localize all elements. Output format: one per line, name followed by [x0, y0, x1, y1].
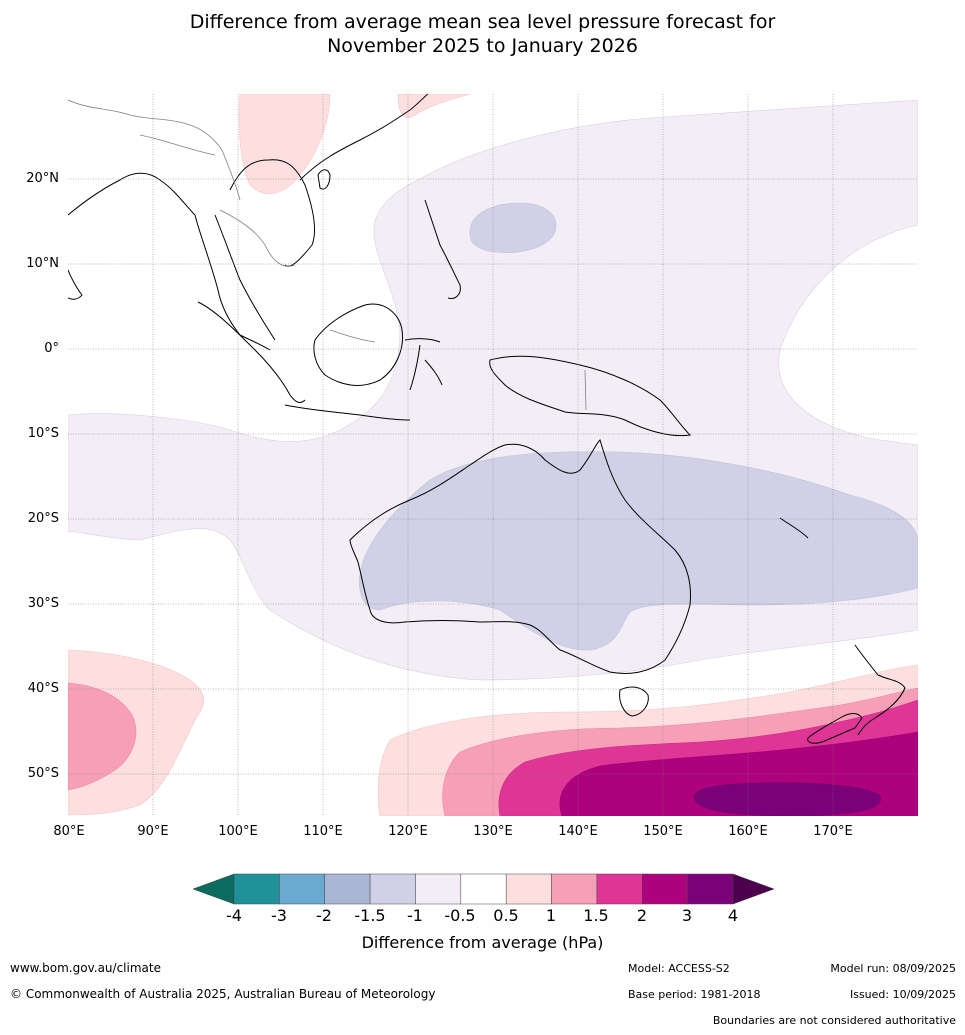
lon-label-90e: 90°E: [137, 824, 169, 839]
lon-label-170e: 170°E: [813, 824, 853, 839]
lat-label-20s: 20°S: [27, 511, 59, 526]
coastline-new-caledonia: [779, 517, 809, 539]
coastline-tasmania: [619, 686, 649, 717]
lat-label-50s: 50°S: [27, 766, 59, 781]
anomaly-region-plus-3-south: [693, 782, 881, 816]
footer-model-run: Model run: 08/09/2025: [830, 962, 956, 975]
coastline-java: [284, 404, 411, 421]
footer-model: Model: ACCESS-S2: [628, 962, 730, 975]
colorbar-tick-8: 1.5: [583, 906, 609, 925]
colorbar-tick-3: -1.5: [354, 906, 386, 925]
lat-label-40s: 40°S: [27, 681, 59, 696]
coastline-sulawesi: [404, 338, 443, 391]
chart-title: Difference from average mean sea level p…: [0, 10, 965, 58]
lat-label-30s: 30°S: [27, 596, 59, 611]
anomaly-region-plus-0-5-north-2: [397, 94, 471, 118]
lat-label-0: 0°: [44, 341, 59, 356]
colorbar-cell: [505, 873, 552, 905]
country-borders: [68, 99, 587, 411]
colorbar-cell: [551, 873, 598, 905]
colorbar-cell: [324, 873, 371, 905]
lon-label-120e: 120°E: [388, 824, 428, 839]
colorbar-cell: [279, 873, 325, 905]
footer-issued: Issued: 10/09/2025: [849, 988, 956, 1001]
colorbar-cell: [687, 873, 734, 905]
colorbar-tick-6: 0.5: [493, 906, 519, 925]
coastline-borneo: [313, 303, 404, 386]
coastline-new-guinea: [489, 355, 692, 437]
footer-website[interactable]: www.bom.gov.au/climate: [10, 961, 161, 975]
gridlines: [68, 94, 918, 816]
colorbar-cells: [233, 873, 734, 905]
anomaly-region-plus-1-west: [68, 682, 137, 791]
lon-label-140e: 140°E: [558, 824, 598, 839]
lat-label-10n: 10°N: [26, 256, 59, 271]
lon-label-150e: 150°E: [643, 824, 683, 839]
coastline-india: [68, 269, 83, 300]
colorbar-tick-7: 1: [545, 906, 557, 925]
anomaly-region-minus-1-north: [469, 202, 557, 253]
colorbar-tick-9: 2: [636, 906, 648, 925]
lon-label-110e: 110°E: [303, 824, 343, 839]
title-line-1: Difference from average mean sea level p…: [189, 11, 776, 33]
colorbar-tick-10: 3: [681, 906, 693, 925]
lon-label-130e: 130°E: [473, 824, 513, 839]
anomaly-region-minus-1-australia: [359, 451, 918, 651]
lat-label-10s: 10°S: [27, 426, 59, 441]
colorbar-cell: [415, 873, 462, 905]
map-plot-area: [68, 94, 918, 816]
footer-base-period: Base period: 1981-2018: [628, 988, 761, 1001]
colorbar-cell: [460, 873, 507, 905]
anomaly-region-plus-0-5-north: [239, 94, 331, 194]
colorbar-label: Difference from average (hPa): [361, 933, 604, 952]
coastline-australia: [349, 439, 691, 674]
coastline-sumatra: [197, 301, 306, 403]
coastline-philippines: [424, 199, 461, 299]
lat-label-20n: 20°N: [26, 171, 59, 186]
footer-disclaimer: Boundaries are not considered authoritat…: [712, 1014, 956, 1027]
border-lines: [68, 99, 587, 411]
colorbar-tick-1: -3: [271, 906, 287, 925]
coastline-new-zealand-north: [854, 644, 906, 736]
colorbar-extend-low: [192, 873, 235, 905]
colorbar-tick-11: 4: [727, 906, 739, 925]
colorbar-cell: [233, 873, 280, 905]
colorbar-extend-high: [732, 873, 775, 905]
colorbar-cell: [596, 873, 643, 905]
footer-copyright: © Commonwealth of Australia 2025, Austra…: [10, 987, 436, 1001]
colorbar-tick-2: -2: [316, 906, 332, 925]
colorbar-tick-0: -4: [226, 906, 242, 925]
colorbar-cell: [369, 873, 416, 905]
coastline-new-zealand-south: [807, 713, 863, 744]
lon-label-100e: 100°E: [218, 824, 258, 839]
colorbar-tick-5: -0.5: [444, 906, 476, 925]
lon-label-160e: 160°E: [728, 824, 768, 839]
colorbar-tick-4: -1: [407, 906, 423, 925]
title-line-2: November 2025 to January 2026: [327, 35, 638, 57]
lon-label-80e: 80°E: [53, 824, 85, 839]
colorbar-cell: [642, 873, 688, 905]
coastline-asia-mainland: [68, 94, 429, 351]
